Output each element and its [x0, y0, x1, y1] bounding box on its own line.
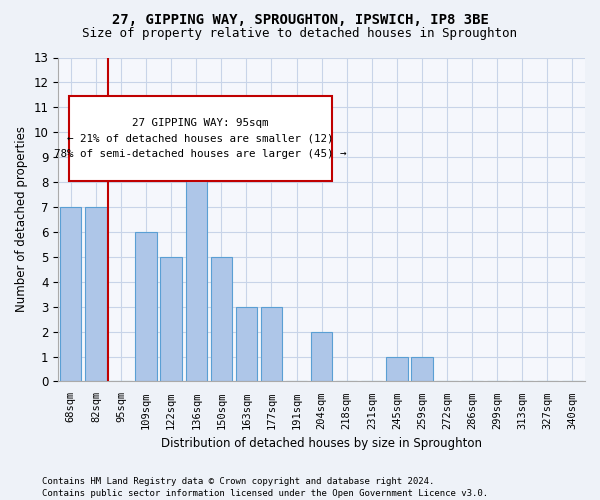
Text: 27 GIPPING WAY: 95sqm
← 21% of detached houses are smaller (12)
78% of semi-deta: 27 GIPPING WAY: 95sqm ← 21% of detached …	[54, 118, 347, 159]
Bar	[311, 332, 332, 382]
Bar	[85, 207, 107, 382]
Bar	[261, 306, 282, 382]
X-axis label: Distribution of detached houses by size in Sproughton: Distribution of detached houses by size …	[161, 437, 482, 450]
Bar	[386, 356, 407, 382]
Text: Size of property relative to detached houses in Sproughton: Size of property relative to detached ho…	[83, 28, 517, 40]
Text: Contains HM Land Registry data © Crown copyright and database right 2024.: Contains HM Land Registry data © Crown c…	[42, 477, 434, 486]
Bar	[160, 257, 182, 382]
Text: 27, GIPPING WAY, SPROUGHTON, IPSWICH, IP8 3BE: 27, GIPPING WAY, SPROUGHTON, IPSWICH, IP…	[112, 12, 488, 26]
FancyBboxPatch shape	[69, 96, 332, 180]
Bar	[211, 257, 232, 382]
Bar	[185, 108, 207, 382]
Bar	[412, 356, 433, 382]
Bar	[136, 232, 157, 382]
Bar	[60, 207, 82, 382]
Bar	[236, 306, 257, 382]
Y-axis label: Number of detached properties: Number of detached properties	[15, 126, 28, 312]
Text: Contains public sector information licensed under the Open Government Licence v3: Contains public sector information licen…	[42, 488, 488, 498]
